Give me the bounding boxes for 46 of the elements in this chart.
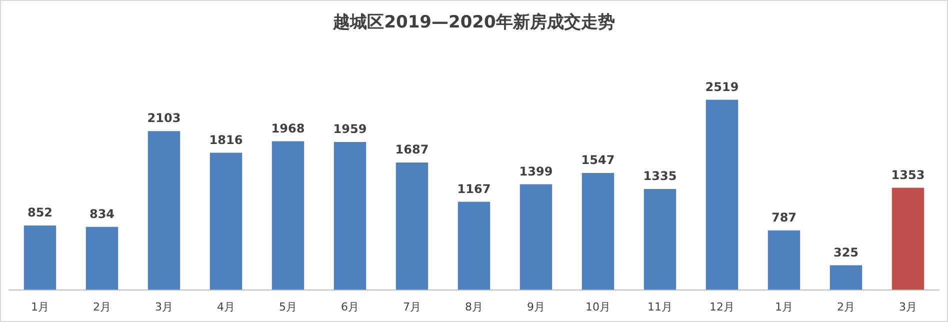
x-tick-label: 11月: [648, 300, 672, 314]
bar: [892, 188, 924, 290]
data-label: 1968: [271, 121, 305, 136]
bar: [334, 142, 366, 290]
bar: [24, 226, 56, 290]
data-label: 1335: [643, 169, 677, 184]
bar: [148, 131, 180, 290]
chart-title: 越城区2019—2020年新房成交走势: [332, 12, 615, 33]
bar: [706, 100, 738, 290]
data-label: 1547: [581, 153, 615, 168]
data-label: 834: [89, 206, 115, 221]
x-tick-label: 9月: [527, 300, 545, 314]
data-label: 2519: [705, 80, 739, 94]
x-tick-label: 2月: [93, 300, 111, 314]
data-label: 1687: [395, 142, 429, 157]
data-label: 1167: [457, 182, 491, 196]
data-label: 1353: [891, 168, 925, 182]
x-tick-label: 3月: [155, 300, 173, 314]
data-label: 1959: [333, 122, 367, 136]
bar: [396, 162, 428, 290]
x-tick-label: 1月: [775, 300, 793, 314]
data-label: 2103: [147, 111, 181, 126]
x-tick-label: 2月: [837, 300, 855, 314]
x-tick-label: 7月: [403, 300, 421, 314]
data-label: 1816: [209, 132, 243, 147]
x-tick-label: 5月: [279, 300, 297, 314]
bar: [768, 230, 800, 290]
bar: [210, 152, 242, 290]
data-label: 787: [771, 210, 797, 225]
x-tick-label: 12月: [710, 300, 734, 314]
bar: [582, 173, 614, 290]
data-label: 1399: [519, 164, 553, 178]
x-tick-label: 4月: [217, 300, 235, 314]
x-tick-label: 10月: [586, 300, 610, 314]
x-tick-label: 6月: [341, 300, 359, 314]
x-tick-label: 3月: [899, 300, 917, 314]
data-label: 852: [27, 206, 53, 220]
bar: [830, 265, 862, 290]
bar: [520, 184, 552, 290]
x-tick-label: 1月: [31, 300, 49, 314]
bar: [644, 189, 676, 290]
data-label: 325: [833, 245, 859, 260]
bar: [272, 141, 304, 290]
bar: [458, 202, 490, 290]
x-tick-label: 8月: [465, 300, 483, 314]
bar: [86, 226, 118, 290]
